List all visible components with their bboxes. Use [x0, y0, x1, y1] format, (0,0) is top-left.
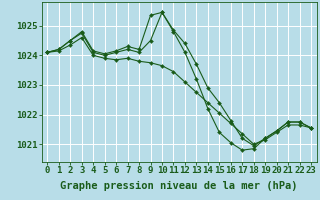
X-axis label: Graphe pression niveau de la mer (hPa): Graphe pression niveau de la mer (hPa)	[60, 181, 298, 191]
